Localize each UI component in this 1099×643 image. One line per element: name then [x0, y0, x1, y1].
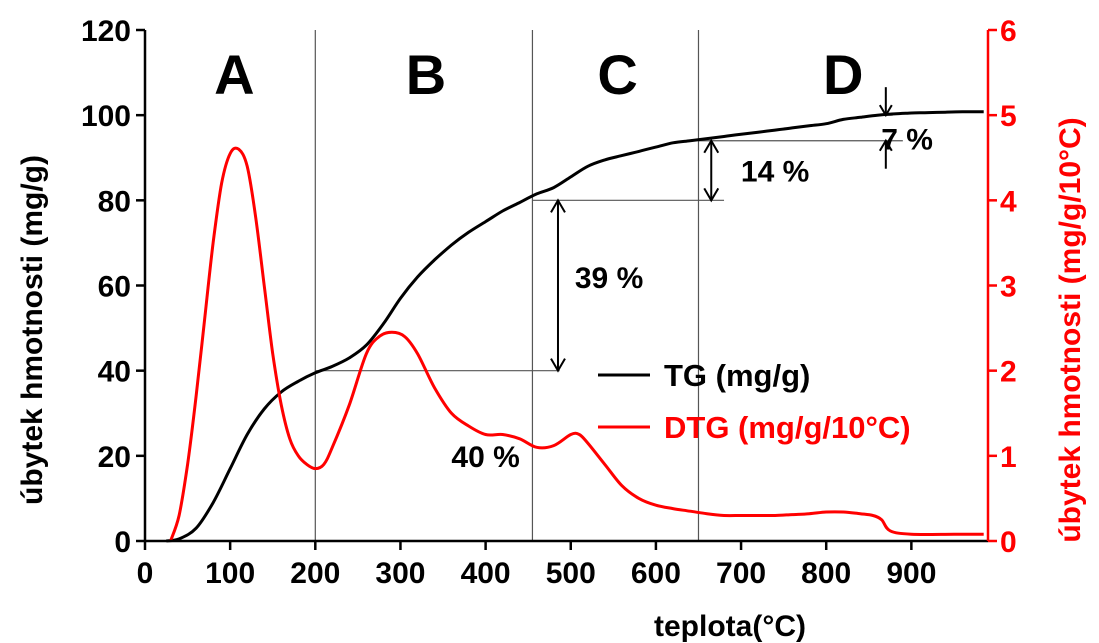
y-right-tick-label: 6 — [1000, 15, 1017, 48]
y-left-tick-label: 20 — [98, 441, 131, 474]
y-right-tick-label: 2 — [1000, 356, 1017, 389]
y-right-tick-label: 0 — [1000, 526, 1017, 559]
y-left-tick-label: 80 — [98, 185, 131, 218]
tg-series-line — [166, 110, 984, 543]
dtg-series-line — [169, 146, 984, 542]
region-label-b: B — [406, 43, 446, 106]
y-right-tick-label: 4 — [1000, 185, 1017, 218]
x-tick-label: 900 — [886, 557, 936, 590]
x-tick-label: 300 — [375, 557, 425, 590]
x-tick-label: 0 — [137, 557, 154, 590]
legend-dtg-label: DTG (mg/g/10°C) — [664, 410, 911, 445]
x-tick-label: 600 — [631, 557, 681, 590]
region-label-a: A — [214, 43, 254, 106]
x-tick-label: 500 — [546, 557, 596, 590]
y-right-tick-label: 1 — [1000, 441, 1017, 474]
y-left-tick-label: 120 — [81, 15, 131, 48]
y-left-tick-label: 0 — [114, 526, 131, 559]
y-left-axis-title: úbytek hmotnosti (mg/g) — [16, 155, 49, 505]
y-left-tick-label: 100 — [81, 100, 131, 133]
chart-text: 0 100 200 300 400 500 600 700 800 900020406080100… — [81, 15, 1017, 590]
step-arrow-1 — [550, 198, 566, 373]
y-right-tick-label: 3 — [1000, 271, 1017, 304]
x-tick-label: 800 — [801, 557, 851, 590]
step-arrow-small — [878, 87, 893, 169]
y-right-tick-label: 5 — [1000, 100, 1017, 133]
step-arrow-2 — [703, 138, 720, 203]
step-percent-label: 39 % — [575, 262, 643, 295]
x-tick-label: 100 — [205, 557, 255, 590]
region-label-d: D — [823, 43, 863, 106]
annotation-guides — [315, 87, 903, 373]
y-right-axis-title: úbytek hmotnosti (mg/g/10°C) — [1054, 117, 1087, 542]
axes — [136, 28, 997, 550]
region-boundaries — [314, 30, 700, 541]
x-tick-label: 200 — [290, 557, 340, 590]
series-lines — [166, 110, 984, 543]
region-label-c: C — [597, 43, 637, 106]
y-left-tick-label: 60 — [98, 271, 131, 304]
step-percent-label: 14 % — [741, 156, 809, 189]
x-tick-label: 400 — [461, 557, 511, 590]
x-tick-label: 700 — [716, 557, 766, 590]
step-percent-label: 40 % — [451, 441, 519, 474]
x-axis-title: teplota(°C) — [654, 610, 806, 643]
step-percent-label: 7 % — [881, 124, 933, 157]
y-left-tick-label: 40 — [98, 356, 131, 389]
legend-tg-label: TG (mg/g) — [664, 358, 810, 393]
